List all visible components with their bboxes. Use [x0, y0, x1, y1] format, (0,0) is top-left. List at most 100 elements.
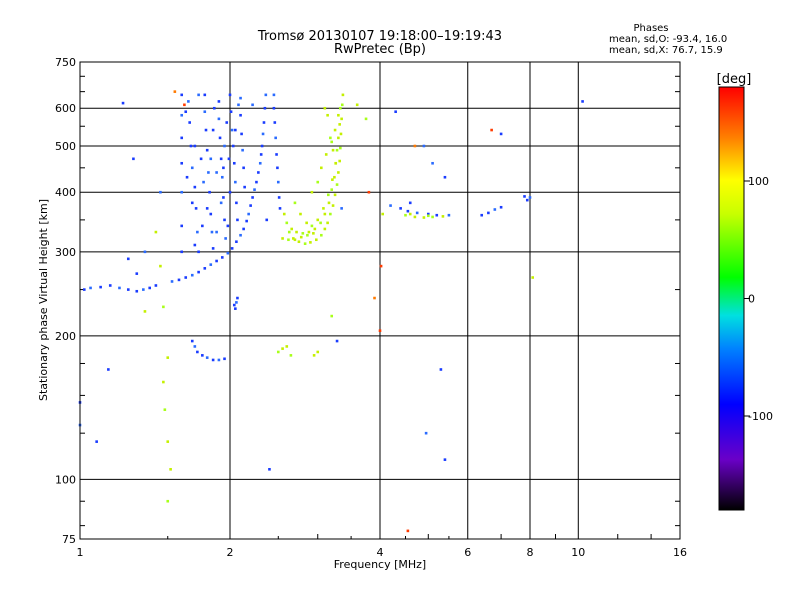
- data-point: [196, 350, 199, 354]
- data-point: [203, 110, 207, 114]
- data-point: [443, 175, 447, 179]
- data-point: [188, 121, 191, 124]
- data-point: [201, 354, 204, 357]
- colorbar-tick-layer: 100 0 -100: [744, 175, 773, 423]
- data-point: [316, 180, 320, 184]
- data-point: [422, 216, 426, 219]
- data-point: [159, 264, 162, 268]
- data-point: [135, 272, 139, 275]
- data-point: [107, 368, 110, 371]
- data-point: [219, 157, 223, 161]
- data-point: [193, 144, 197, 148]
- y-axis-label: Stationary phase Virtual Height [km]: [37, 199, 50, 401]
- data-point: [209, 263, 213, 266]
- data-point: [212, 106, 216, 110]
- data-point: [257, 171, 260, 174]
- data-point: [282, 212, 286, 216]
- data-point: [242, 166, 245, 170]
- data-point: [276, 180, 280, 184]
- data-point: [329, 136, 332, 140]
- x-tick-label: 6: [464, 546, 471, 559]
- data-point: [378, 329, 382, 332]
- data-point: [422, 144, 426, 148]
- data-point: [323, 212, 327, 216]
- data-point: [389, 204, 392, 207]
- data-point: [211, 358, 215, 362]
- chart-subtitle: RwPretec (Bp): [334, 42, 426, 57]
- data-point: [281, 237, 284, 240]
- data-point: [447, 213, 451, 217]
- data-point: [180, 161, 184, 165]
- data-point: [323, 227, 327, 231]
- data-point: [118, 286, 121, 290]
- data-point: [319, 221, 322, 225]
- data-point: [234, 128, 237, 132]
- data-point: [205, 148, 209, 152]
- data-point: [223, 357, 226, 361]
- data-point: [166, 440, 170, 443]
- data-point: [285, 345, 289, 348]
- data-point: [406, 209, 410, 213]
- data-point: [163, 408, 167, 412]
- data-point: [367, 190, 371, 194]
- data-point: [373, 296, 376, 300]
- colorbar-tick-label: 0: [748, 293, 755, 306]
- stats-x-line: mean, sd,X: 76.7, 15.9: [609, 45, 723, 56]
- data-point: [205, 207, 209, 210]
- data-point: [190, 273, 194, 277]
- data-point: [297, 240, 301, 244]
- colorbar-label: [deg]: [717, 72, 752, 87]
- data-point: [169, 467, 172, 471]
- data-point: [135, 289, 139, 293]
- data-point: [193, 243, 197, 247]
- data-point: [275, 153, 278, 156]
- data-point: [340, 117, 343, 121]
- data-point: [203, 267, 207, 270]
- data-point: [259, 153, 263, 156]
- data-point: [220, 175, 224, 179]
- data-point: [307, 230, 311, 234]
- data-point: [159, 190, 162, 194]
- data-point: [184, 110, 188, 114]
- data-point: [207, 171, 210, 174]
- data-point: [581, 100, 584, 103]
- data-point: [272, 93, 276, 97]
- stats-o-line: mean, sd,O: -93.4, 16.0: [609, 34, 727, 45]
- data-point: [413, 144, 417, 148]
- data-point: [264, 93, 268, 97]
- data-point: [236, 296, 239, 300]
- data-point: [217, 358, 221, 362]
- data-point: [230, 247, 234, 250]
- data-point: [82, 288, 86, 291]
- data-point: [331, 204, 335, 207]
- data-point: [531, 276, 534, 279]
- data-point: [439, 368, 443, 371]
- data-point: [220, 256, 224, 259]
- data-point: [268, 467, 271, 471]
- x-axis-label: Frequency [MHz]: [334, 558, 426, 571]
- y-tick-layer: 75 100 200 300 400 500 600 750: [55, 56, 76, 546]
- data-point: [197, 270, 200, 274]
- data-point: [228, 190, 232, 194]
- data-point: [301, 232, 305, 235]
- data-point: [202, 180, 205, 184]
- data-point: [262, 121, 266, 124]
- data-point: [299, 212, 302, 216]
- data-point: [253, 188, 256, 191]
- data-point: [183, 103, 186, 107]
- data-point: [431, 215, 434, 219]
- data-point: [229, 110, 233, 114]
- data-point: [215, 259, 218, 263]
- data-point: [408, 201, 412, 205]
- data-point: [335, 339, 339, 343]
- data-point: [340, 103, 344, 107]
- data-point: [337, 113, 340, 117]
- data-point: [154, 230, 158, 234]
- y-tick-label: 200: [55, 330, 76, 343]
- colorbar-tick-label: -100: [748, 410, 773, 423]
- data-point: [406, 529, 410, 533]
- data-point: [215, 230, 218, 234]
- data-point: [355, 103, 359, 107]
- data-point: [290, 227, 294, 231]
- data-point: [299, 235, 303, 239]
